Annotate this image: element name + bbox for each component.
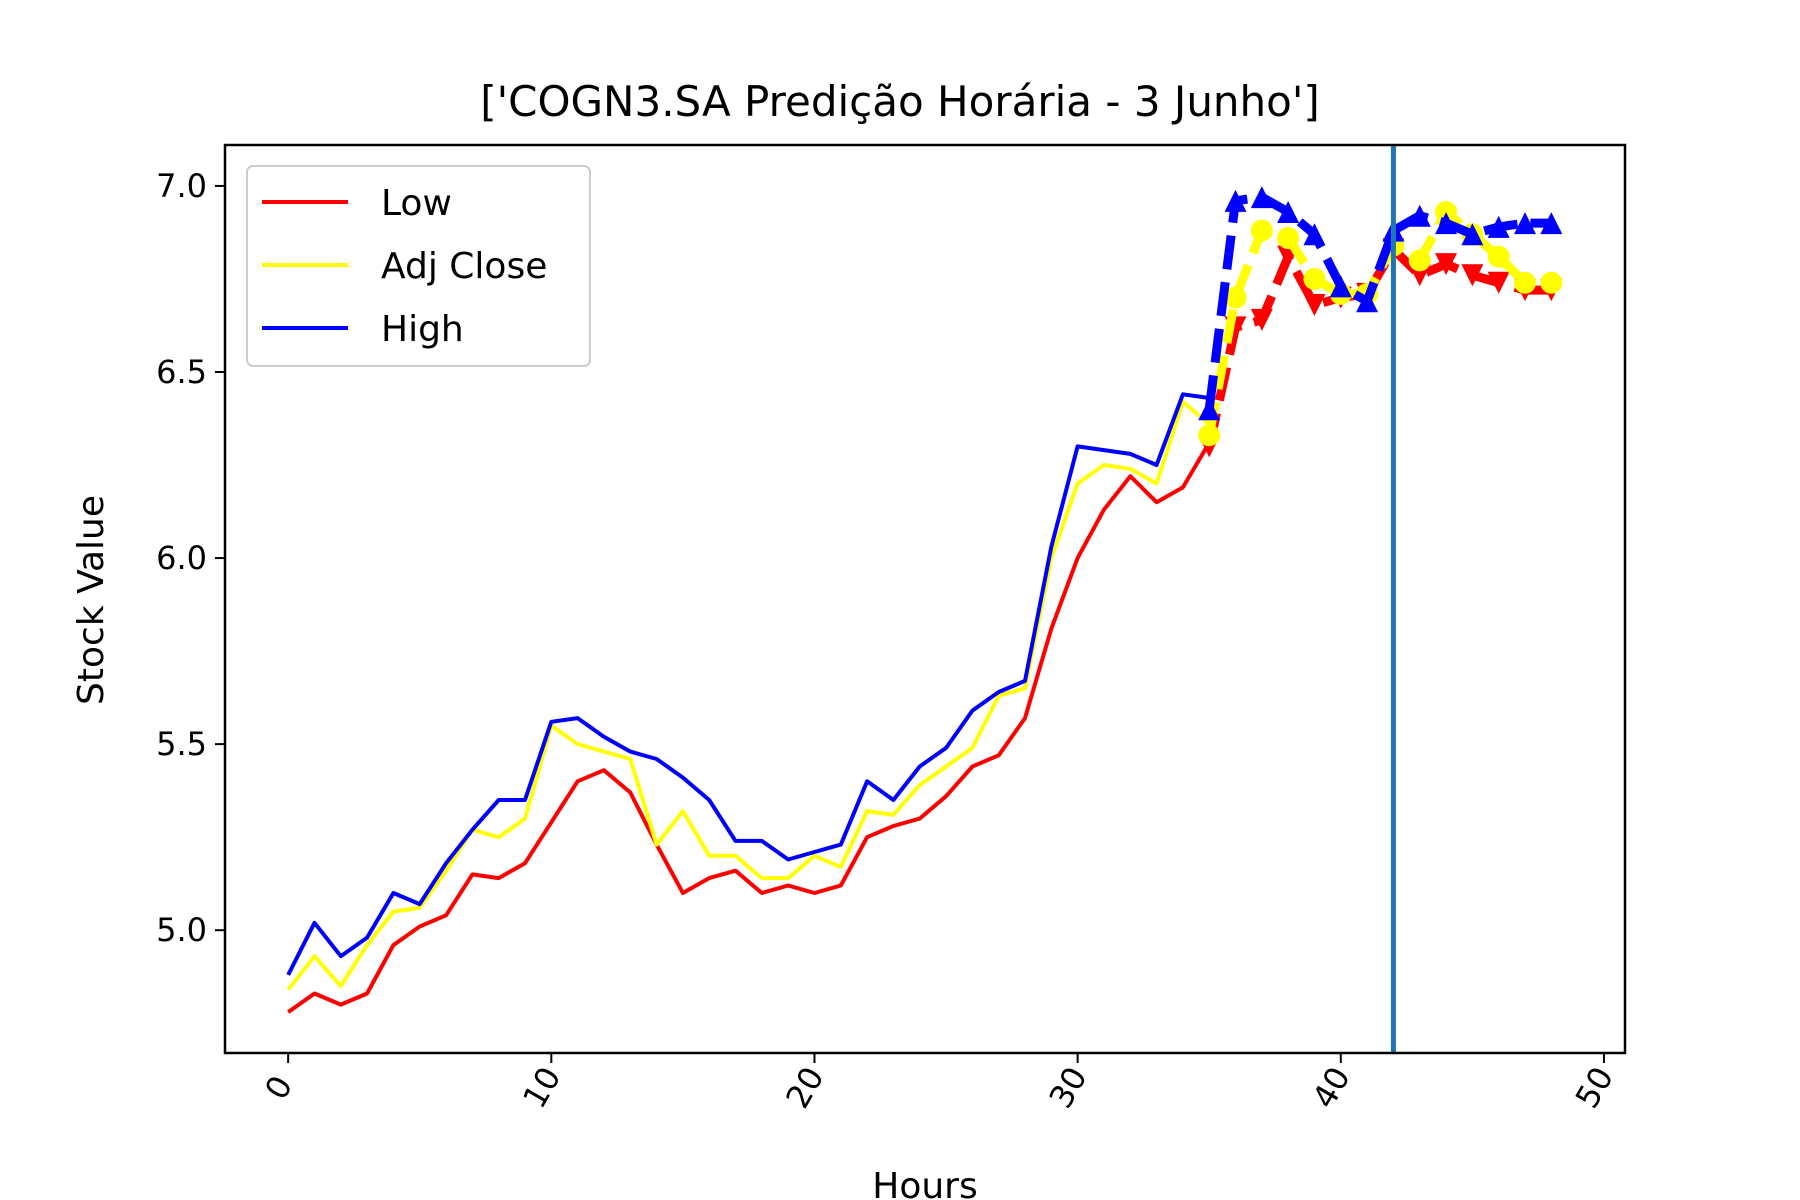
series-5-marker-9 [1435, 212, 1458, 235]
series-5-marker-3 [1277, 200, 1300, 223]
x-tick-label: 0 [257, 1069, 300, 1106]
x-tick-label: 20 [778, 1060, 831, 1114]
series-4-marker-1 [1224, 286, 1247, 309]
series-5-marker-6 [1356, 290, 1379, 313]
series-5-marker-0 [1198, 398, 1221, 421]
x-axis-label: Hours [872, 1166, 977, 1200]
legend-label-adj-close: Adj Close [381, 246, 547, 287]
series-5-marker-2 [1250, 186, 1273, 209]
legend-label-high: High [381, 309, 464, 350]
x-tick-label: 30 [1041, 1060, 1094, 1114]
y-tick-label: 7.0 [156, 167, 207, 205]
series-4-marker-2 [1250, 219, 1273, 242]
y-tick-label: 6.5 [156, 353, 207, 391]
series-5-marker-1 [1224, 189, 1247, 212]
series-line-0 [287, 441, 1211, 1014]
series-5-marker-8 [1408, 204, 1431, 227]
series-3-marker-2 [1250, 308, 1273, 331]
series-4-marker-11 [1487, 245, 1510, 268]
series-4-marker-0 [1198, 424, 1221, 447]
series-5-marker-13 [1540, 212, 1563, 235]
series-5-marker-4 [1303, 223, 1326, 246]
series-3-marker-9 [1435, 253, 1458, 276]
y-tick-label: 5.0 [156, 911, 207, 949]
x-tick-label: 50 [1568, 1060, 1621, 1114]
legend-label-low: Low [381, 183, 452, 224]
series-5-marker-12 [1514, 212, 1536, 235]
series-3-marker-11 [1487, 271, 1510, 294]
x-tick-label: 10 [515, 1060, 568, 1114]
series-layer [286, 186, 1563, 1014]
series-4-marker-13 [1540, 271, 1563, 294]
chart-title: ['COGN3.SA Predição Horária - 3 Junho'] [480, 77, 1320, 126]
series-line-1 [286, 399, 1211, 991]
y-axis-label: Stock Value [71, 495, 112, 705]
legend-box [246, 165, 591, 367]
series-4-marker-12 [1514, 271, 1536, 294]
x-tick-label: 40 [1305, 1060, 1358, 1114]
series-4-marker-4 [1303, 267, 1326, 290]
series-4-marker-9 [1435, 200, 1458, 223]
y-tick-label: 6.0 [156, 539, 207, 577]
series-3-marker-10 [1461, 264, 1484, 287]
series-5-marker-11 [1487, 215, 1510, 238]
series-4-marker-3 [1277, 227, 1300, 250]
legend: Low Adj Close High [246, 165, 591, 367]
series-5-marker-10 [1461, 223, 1484, 246]
series-3-marker-4 [1303, 294, 1326, 317]
series-4-marker-8 [1408, 249, 1431, 272]
plot-frame [223, 143, 1627, 1055]
series-5-marker-5 [1329, 275, 1352, 298]
series-line-2 [286, 392, 1210, 976]
x-axis: 0 10 20 30 40 50 [257, 1053, 1621, 1115]
y-tick-label: 5.5 [156, 725, 207, 763]
y-axis: 5.0 5.5 6.0 6.5 7.0 [156, 167, 225, 949]
